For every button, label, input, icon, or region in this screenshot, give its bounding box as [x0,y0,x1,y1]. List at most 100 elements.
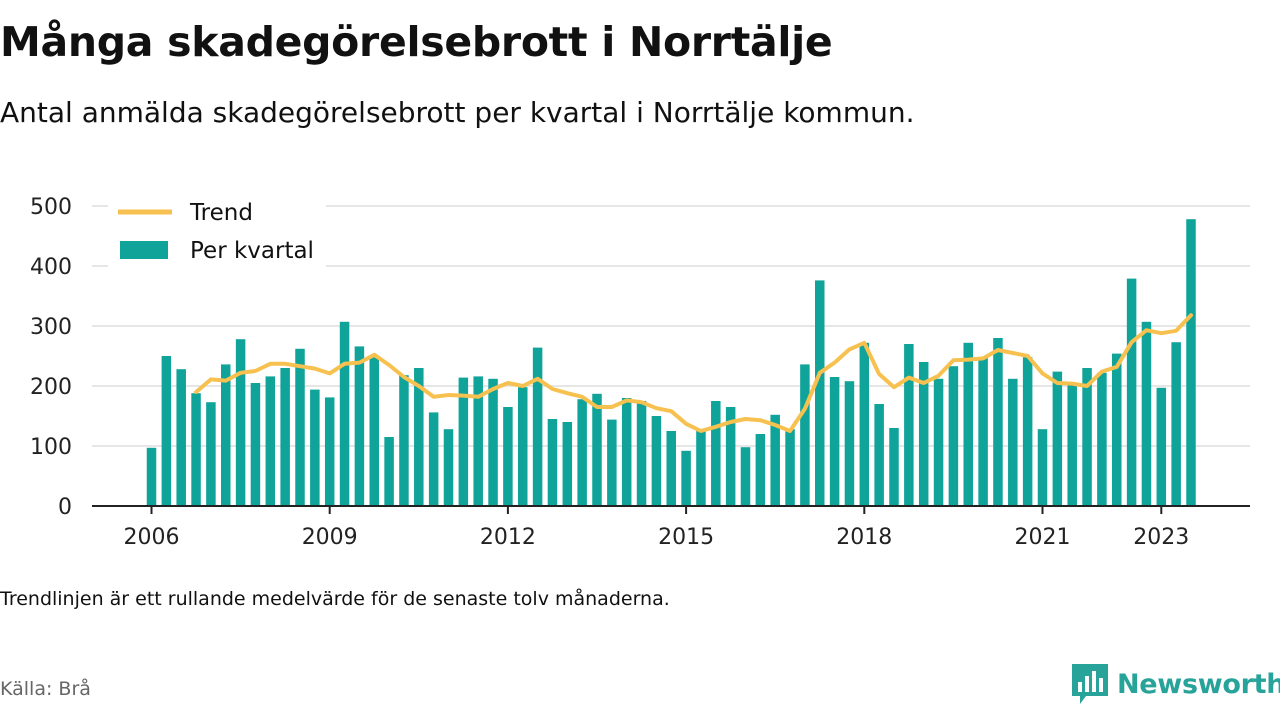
bar-2006Q3 [176,369,186,506]
brand-name: Newsworthy [1117,668,1280,700]
bar-2020Q2 [993,338,1003,506]
x-tick-label: 2021 [1015,525,1071,550]
bar-2021Q2 [1052,371,1063,506]
bar-2021Q1 [1037,429,1048,506]
bar-2023Q1 [1156,387,1167,506]
bar-2009Q3 [354,346,365,506]
bar-2017Q2 [815,280,825,506]
bar-2019Q4 [963,342,973,506]
legend-bar-swatch [120,241,168,259]
bar-2022Q1 [1097,372,1107,506]
bar-2010Q2 [399,375,409,506]
bar-2010Q1 [384,437,394,506]
bar-2017Q1 [800,364,810,506]
bar-2007Q2 [221,364,231,506]
bar-2017Q3 [829,377,840,506]
bar-2013Q4 [607,419,617,506]
bar-2018Q2 [874,404,884,506]
bar-2012Q3 [532,347,543,506]
chart-subtitle: Antal anmälda skadegörelsebrott per kvar… [0,96,915,129]
bar-2016Q3 [770,414,780,506]
x-tick-label: 2018 [836,525,892,550]
x-tick-label: 2012 [480,525,536,550]
bar-2021Q3 [1067,383,1077,506]
bar-2013Q2 [577,399,587,506]
bar-2008Q4 [310,389,320,506]
bar-2022Q2 [1112,353,1122,506]
bar-2018Q3 [889,428,899,506]
bar-2020Q3 [1008,378,1018,506]
bar-2012Q2 [518,387,528,506]
bar-2018Q4 [904,344,914,506]
bar-2014Q1 [621,398,632,506]
bar-2021Q4 [1082,368,1092,506]
bar-2015Q4 [725,407,736,506]
brand: Newsworthy [1072,664,1280,704]
legend: Trend Per kvartal [108,190,326,268]
bar-2009Q2 [339,321,350,506]
y-tick-label: 500 [30,195,72,220]
legend-trend-label: Trend [189,200,253,226]
trend-line [194,313,1193,433]
bar-2011Q4 [488,378,498,506]
bar-2019Q1 [918,362,929,506]
bar-2007Q3 [235,339,246,506]
bar-2010Q3 [414,368,424,506]
y-tick-label: 0 [58,495,72,520]
bar-2019Q2 [933,378,944,506]
x-tick-label: 2015 [658,525,714,550]
bar-2023Q3 [1186,219,1196,506]
bar-2017Q4 [844,381,855,506]
bar-2015Q1 [681,450,691,506]
bar-2015Q2 [696,429,706,506]
bar-2012Q4 [547,419,558,506]
bars [146,219,1196,506]
bar-2008Q1 [265,376,276,506]
chart: 0 100 200 300 400 500 2006 2009 2012 2015 2018 2021… [30,190,1250,550]
bar-2016Q2 [755,434,766,506]
bar-2022Q3 [1126,278,1137,506]
bar-2011Q2 [458,377,469,506]
bar-2006Q4 [191,393,201,506]
bar-2014Q2 [636,401,647,506]
bar-2007Q1 [206,402,216,506]
trend-line-group [194,313,1193,433]
bar-2014Q3 [651,416,662,506]
bar-2008Q3 [295,348,305,506]
bar-2013Q1 [562,422,573,506]
bar-2006Q2 [161,356,172,506]
y-tick-label: 300 [30,315,72,340]
x-tick-label: 2006 [124,525,180,550]
y-tick-label: 400 [30,255,72,280]
bar-2019Q3 [948,366,959,506]
bar-2018Q1 [859,342,870,506]
bar-2011Q1 [443,429,454,506]
bar-2016Q1 [740,447,751,506]
y-tick-label: 100 [30,435,72,460]
bar-2008Q2 [280,368,290,506]
bar-2014Q4 [666,431,676,506]
x-tick-label: 2009 [302,525,358,550]
bar-2009Q1 [324,397,335,506]
footnote: Trendlinjen är ett rullande medelvärde f… [0,588,670,610]
legend-bar-label: Per kvartal [190,238,314,264]
bar-2010Q4 [428,412,439,506]
bar-2011Q3 [473,376,483,506]
bar-2020Q1 [978,357,988,506]
y-tick-label: 200 [30,375,72,400]
bar-2013Q3 [592,393,602,506]
bar-2016Q4 [785,429,795,506]
newsworthy-logo-icon [1072,664,1108,704]
bar-2009Q4 [369,357,379,506]
bar-2007Q4 [250,383,261,506]
bar-2006Q1 [146,447,157,506]
axes: 0 100 200 300 400 500 2006 2009 2012 2015 2018 2021… [30,195,1250,550]
chart-title: Många skadegörelsebrott i Norrtälje [0,18,833,66]
x-tick-label: 2023 [1133,525,1189,550]
bar-2023Q2 [1171,342,1181,506]
bar-2012Q1 [503,407,513,506]
bar-2020Q4 [1022,357,1033,506]
bar-2022Q4 [1141,321,1152,506]
bar-2015Q3 [711,401,721,506]
source-text: Källa: Brå [0,678,91,700]
